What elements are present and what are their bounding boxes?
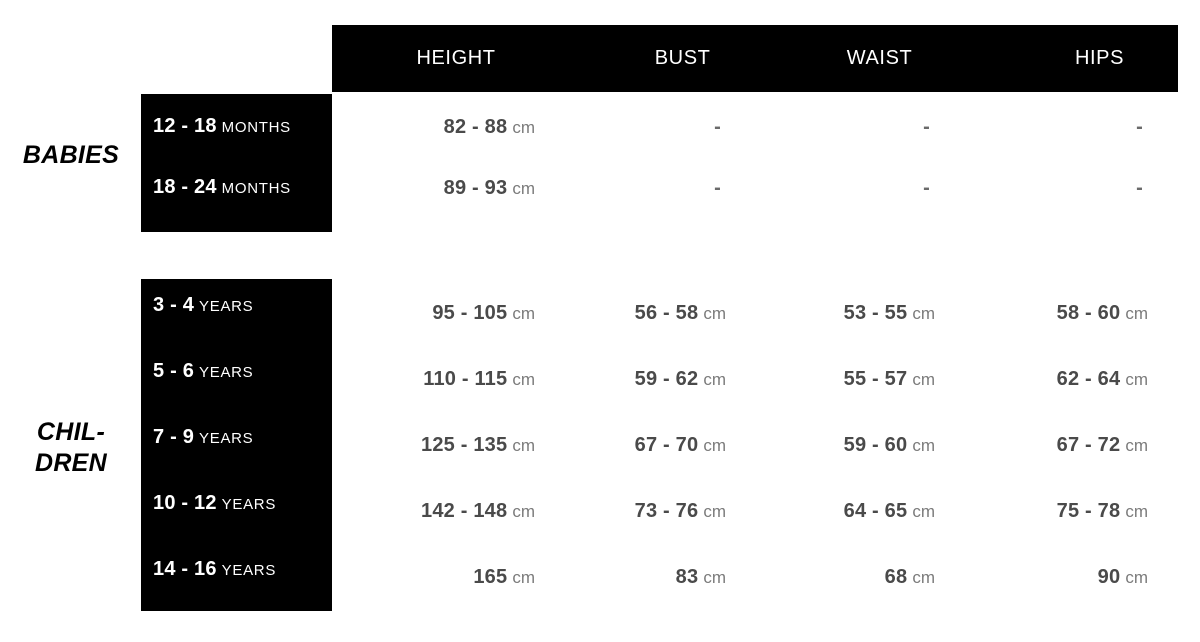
group-label-children-line-2: DREN xyxy=(34,448,108,477)
cell-children-3-4-hips: 58 - 60 cm xyxy=(1056,302,1148,324)
size-unit: YEARS xyxy=(221,562,277,579)
cell-babies-18-24-waist: - xyxy=(923,177,930,199)
cell-babies-12-18-height: 82 - 88 cm xyxy=(443,116,535,138)
cell-babies-12-18-hips: - xyxy=(1136,116,1143,138)
group-label-babies: BABIES xyxy=(6,140,136,171)
cell-children-14-16-bust: 83 cm xyxy=(675,566,726,588)
cell-children-14-16-waist: 68 cm xyxy=(884,566,935,588)
cell-children-5-6-waist: 55 - 57 cm xyxy=(843,368,935,390)
size-unit: MONTHS xyxy=(221,119,291,136)
size-label-5-6-years: 5 - 6 YEARS xyxy=(153,360,253,383)
size-label-10-12-years: 10 - 12 YEARS xyxy=(153,492,276,515)
size-label-block-children: 3 - 4 YEARS 5 - 6 YEARS 7 - 9 YEARS 10 - 12… xyxy=(141,279,332,611)
column-header-height: HEIGHT xyxy=(416,47,496,69)
cell-children-3-4-waist: 53 - 55 cm xyxy=(843,302,935,324)
cell-babies-12-18-bust: - xyxy=(714,116,721,138)
group-label-children: CHIL- DREN xyxy=(6,417,136,478)
cell-children-5-6-bust: 59 - 62 cm xyxy=(634,368,726,390)
cell-children-14-16-hips: 90 cm xyxy=(1097,566,1148,588)
cell-babies-18-24-hips: - xyxy=(1136,177,1143,199)
cell-children-7-9-hips: 67 - 72 cm xyxy=(1056,434,1148,456)
size-value: 18 - 24 xyxy=(153,176,217,198)
size-value: 12 - 18 xyxy=(153,115,217,137)
size-label-3-4-years: 3 - 4 YEARS xyxy=(153,294,253,317)
size-label-7-9-years: 7 - 9 YEARS xyxy=(153,426,253,449)
size-value: 14 - 16 xyxy=(153,558,217,580)
cell-children-10-12-waist: 64 - 65 cm xyxy=(843,500,935,522)
cell-children-14-16-height: 165 cm xyxy=(473,566,535,588)
table-header-row: HEIGHT BUST WAIST HIPS xyxy=(332,25,1178,92)
cell-children-3-4-bust: 56 - 58 cm xyxy=(634,302,726,324)
cell-children-7-9-waist: 59 - 60 cm xyxy=(843,434,935,456)
group-label-children-line-1: CHIL- xyxy=(36,418,106,446)
size-value: 3 - 4 xyxy=(153,294,195,316)
column-header-hips: HIPS xyxy=(1074,47,1125,69)
cell-children-10-12-height: 142 - 148 cm xyxy=(421,500,535,522)
size-unit: YEARS xyxy=(221,496,277,513)
size-value: 10 - 12 xyxy=(153,492,217,514)
cell-babies-12-18-waist: - xyxy=(923,116,930,138)
cell-babies-18-24-bust: - xyxy=(714,177,721,199)
size-value: 7 - 9 xyxy=(153,426,195,448)
cell-children-7-9-height: 125 - 135 cm xyxy=(421,434,535,456)
size-unit: YEARS xyxy=(199,298,254,315)
cell-children-5-6-hips: 62 - 64 cm xyxy=(1056,368,1148,390)
size-unit: YEARS xyxy=(199,430,254,447)
size-unit: YEARS xyxy=(199,364,254,381)
size-label-12-18-months: 12 - 18 MONTHS xyxy=(153,115,291,138)
cell-children-3-4-height: 95 - 105 cm xyxy=(432,302,535,324)
size-unit: MONTHS xyxy=(221,180,291,197)
group-label-babies-line-1: BABIES xyxy=(22,141,120,169)
cell-children-10-12-hips: 75 - 78 cm xyxy=(1056,500,1148,522)
cell-children-5-6-height: 110 - 115 cm xyxy=(423,368,535,390)
cell-children-7-9-bust: 67 - 70 cm xyxy=(634,434,726,456)
size-label-block-babies: 12 - 18 MONTHS 18 - 24 MONTHS xyxy=(141,94,332,232)
cell-babies-18-24-height: 89 - 93 cm xyxy=(443,177,535,199)
column-header-bust: BUST xyxy=(654,47,711,69)
size-label-14-16-years: 14 - 16 YEARS xyxy=(153,558,276,581)
size-label-18-24-months: 18 - 24 MONTHS xyxy=(153,176,291,199)
column-header-waist: WAIST xyxy=(846,47,913,69)
cell-children-10-12-bust: 73 - 76 cm xyxy=(634,500,726,522)
size-value: 5 - 6 xyxy=(153,360,195,382)
